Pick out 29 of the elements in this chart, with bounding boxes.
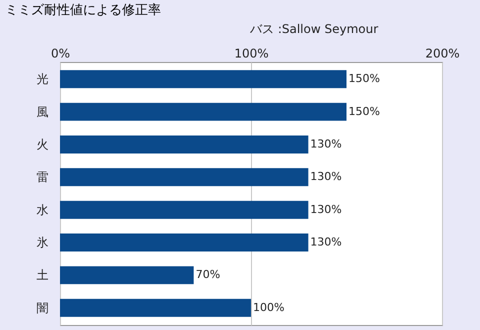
data-label: 130% [310, 202, 342, 216]
y-tick-label: 風 [36, 104, 48, 119]
data-label: 70% [196, 268, 220, 282]
x-tick-label: 100% [234, 46, 269, 60]
y-tick-label: 火 [36, 137, 48, 152]
data-label: 130% [310, 137, 342, 150]
y-tick-label: 闇 [36, 300, 48, 315]
chart-title: ミミズ耐性値による修正率 [5, 2, 161, 18]
chart-subtitle: バス :Sallow Seymour [249, 22, 378, 36]
bar [60, 234, 308, 252]
x-tick-label: 200% [425, 46, 460, 60]
data-label: 130% [310, 236, 342, 249]
y-tick-label: 土 [36, 268, 48, 282]
y-tick-label: 光 [36, 72, 48, 86]
bar [60, 70, 346, 88]
bar [60, 168, 308, 186]
bar [60, 298, 251, 317]
bar [60, 266, 194, 284]
x-tick-label: 0% [50, 46, 70, 60]
y-tick-label: 氷 [36, 236, 48, 250]
y-tick-label: 雷 [36, 170, 48, 184]
data-label: 150% [348, 104, 380, 118]
data-label: 150% [348, 72, 380, 86]
y-tick-label: 水 [36, 202, 48, 217]
data-label: 100% [253, 300, 284, 314]
bar [60, 136, 308, 154]
bar [60, 102, 346, 121]
bar [60, 200, 308, 219]
data-label: 130% [310, 170, 342, 184]
